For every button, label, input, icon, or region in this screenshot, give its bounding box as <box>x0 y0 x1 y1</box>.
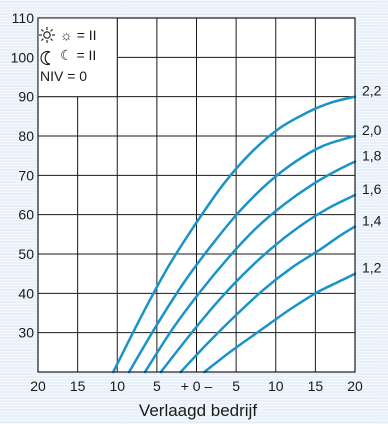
y-axis-ticks: 30 40 50 60 70 80 90 100 110 <box>11 10 35 341</box>
x-tick-label: 20 <box>347 378 363 394</box>
x-tick-label: 5 <box>153 378 161 394</box>
series-lines <box>112 95 357 374</box>
x-tick-label: 5 <box>232 378 240 394</box>
y-tick-label: 70 <box>18 167 34 183</box>
series-line <box>127 134 357 374</box>
y-tick-label: 90 <box>18 89 34 105</box>
legend-sun: ☼ = II <box>60 27 97 43</box>
series-line <box>143 160 357 374</box>
sun-icon <box>39 27 55 43</box>
x-axis-label: Verlaagd bedrijf <box>139 401 257 420</box>
series-line <box>179 225 357 374</box>
moon-icon <box>40 50 51 66</box>
x-tick-label: + 0 – <box>181 378 213 394</box>
series-line <box>112 95 357 374</box>
series-label: 2,0 <box>362 122 382 138</box>
series-label: 1,8 <box>362 148 382 164</box>
series-line <box>159 193 357 374</box>
x-tick-label: 20 <box>30 378 46 394</box>
legend-niv: NIV = 0 <box>40 68 87 84</box>
y-tick-label: 40 <box>18 285 34 301</box>
legend: ☼ = II ☾ = II NIV = 0 <box>37 17 118 98</box>
x-tick-label: 15 <box>70 378 86 394</box>
x-tick-label: 10 <box>109 378 125 394</box>
series-label: 1,2 <box>362 260 382 276</box>
y-tick-label: 30 <box>18 325 34 341</box>
legend-moon: ☾ = II <box>60 47 96 63</box>
series-label: 1,6 <box>362 181 382 197</box>
series-line <box>203 272 357 374</box>
y-tick-label: 110 <box>12 10 35 26</box>
series-label: 2,2 <box>362 83 382 99</box>
series-labels: 2,2 2,0 1,8 1,6 1,4 1,2 <box>362 83 382 276</box>
x-tick-label: 15 <box>308 378 324 394</box>
y-tick-label: 80 <box>18 128 34 144</box>
y-tick-label: 50 <box>18 246 34 262</box>
x-tick-label: 10 <box>268 378 284 394</box>
plot-frame <box>37 17 356 373</box>
x-axis-ticks: 20 15 10 5 + 0 – 5 10 15 20 <box>30 378 363 394</box>
series-label: 1,4 <box>362 212 382 228</box>
y-tick-label: 100 <box>11 49 35 65</box>
y-tick-label: 60 <box>18 207 34 223</box>
